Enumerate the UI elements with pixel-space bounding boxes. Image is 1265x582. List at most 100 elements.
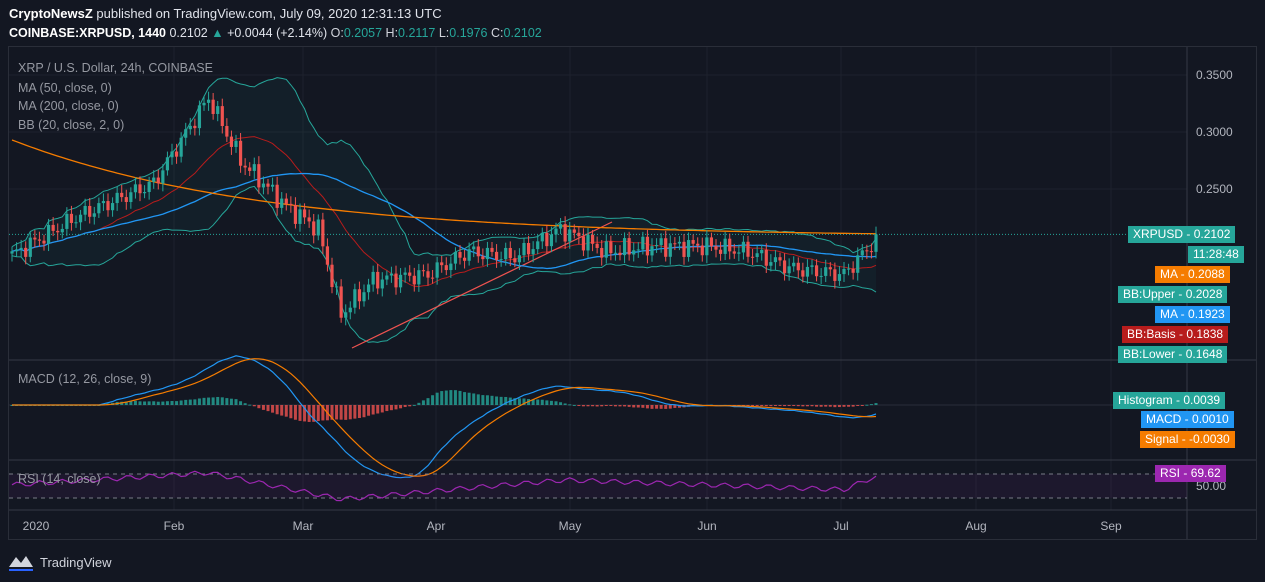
bb-upper-tag-value: 0.2028 xyxy=(1185,287,1223,301)
candle-body xyxy=(792,262,796,267)
candle-body xyxy=(142,192,147,194)
candle-body xyxy=(700,245,704,256)
candle-body xyxy=(714,246,718,250)
candle-body xyxy=(88,205,92,217)
macd-histogram-bar xyxy=(357,405,361,418)
candle-body xyxy=(110,203,115,211)
macd-histogram-bar xyxy=(220,397,224,405)
candle-body xyxy=(682,241,686,257)
high-label: H: xyxy=(385,26,399,40)
candle-body xyxy=(613,252,618,254)
macd-histogram-bar xyxy=(156,401,160,405)
ohlc-line: COINBASE:XRPUSD, 1440 0.2102 ▲ +0.0044 (… xyxy=(9,26,542,40)
candle-body xyxy=(686,240,691,257)
candle-body xyxy=(229,136,234,147)
macd-histogram-bar xyxy=(664,405,668,409)
macd-histogram-bar xyxy=(815,405,819,407)
macd-histogram-bar xyxy=(312,405,316,422)
macd-histogram-bar xyxy=(211,397,215,405)
candle-body xyxy=(37,239,42,241)
candle-body xyxy=(14,249,19,252)
bb-lower-tag: BB:Lower - 0.1648 xyxy=(1118,346,1228,363)
candle-body xyxy=(833,269,837,281)
candle-body xyxy=(366,284,371,293)
macd-histogram-bar xyxy=(828,405,832,407)
macd-histogram-bar xyxy=(385,405,389,412)
candle-body xyxy=(481,256,485,260)
candle-body xyxy=(467,249,471,261)
macd-histogram-bar xyxy=(435,392,439,405)
macd-histogram-bar xyxy=(495,396,499,405)
last-price: 0.2102 xyxy=(169,26,208,40)
ma50-tag-label: MA xyxy=(1160,307,1178,321)
macd-histogram-bar xyxy=(536,399,540,405)
candle-body xyxy=(394,273,398,288)
candle-body xyxy=(60,228,64,233)
candle-body xyxy=(869,251,874,253)
candle-body xyxy=(376,271,380,289)
signal-tag-label: Signal xyxy=(1145,432,1179,446)
macd-histogram-bar xyxy=(348,405,352,420)
candle-body xyxy=(298,209,302,224)
candle-body xyxy=(472,246,476,250)
macd-histogram-bar xyxy=(613,405,617,407)
candle-body xyxy=(540,232,544,242)
publisher-name: CryptoNewsZ xyxy=(9,6,93,21)
macd-histogram-bar xyxy=(481,395,485,405)
macd-histogram-bar xyxy=(316,405,320,422)
candle-body xyxy=(522,242,526,256)
candle-body xyxy=(476,246,480,257)
candle-body xyxy=(526,242,531,255)
candle-body xyxy=(604,241,608,258)
candle-body xyxy=(709,237,714,247)
ma200-legend: MA (200, close, 0) xyxy=(18,99,119,113)
candle-body xyxy=(188,125,192,130)
macd-histogram-bar xyxy=(860,405,864,406)
candle-body xyxy=(513,258,517,263)
candle-body xyxy=(408,272,412,276)
macd-histogram-bar xyxy=(600,405,604,407)
tradingview-logo-icon xyxy=(9,556,33,571)
candle-body xyxy=(485,247,490,260)
candle-body xyxy=(380,279,384,289)
candle-body xyxy=(842,268,846,275)
candle-body xyxy=(828,267,832,270)
candle-body xyxy=(600,247,604,258)
macd-histogram-bar xyxy=(632,405,636,408)
macd-histogram-bar xyxy=(504,396,508,405)
candle-body xyxy=(590,234,595,244)
price-candles xyxy=(10,91,878,326)
macd-histogram-bar xyxy=(188,399,192,405)
macd-histogram-bar xyxy=(362,405,366,418)
time-tick: Jun xyxy=(697,519,717,533)
candle-body xyxy=(120,192,124,198)
candle-body xyxy=(449,263,453,271)
price-tag-value: 0.2102 xyxy=(1193,227,1231,241)
candle-body xyxy=(494,251,499,261)
candle-body xyxy=(78,214,83,223)
macd-histogram-bar xyxy=(399,405,403,409)
candle-body xyxy=(115,192,119,204)
macd-histogram-bar xyxy=(467,392,471,405)
candle-body xyxy=(138,184,142,194)
macd-histogram-bar xyxy=(673,405,677,408)
candle-body xyxy=(275,184,279,208)
macd-histogram-bar xyxy=(755,405,759,406)
bollinger-bands xyxy=(11,77,877,343)
bb-upper-tag: BB:Upper - 0.2028 xyxy=(1118,286,1228,303)
candle-body xyxy=(165,157,170,171)
candle-body xyxy=(696,243,700,246)
candle-body xyxy=(56,230,60,233)
candle-body xyxy=(595,243,599,248)
candle-body xyxy=(426,271,430,278)
candle-body xyxy=(280,198,284,208)
macd-histogram-bar xyxy=(760,405,764,406)
candle-body xyxy=(641,236,645,250)
chart-frame[interactable] xyxy=(8,46,1257,540)
macd-histogram-bar xyxy=(243,403,247,405)
candle-body xyxy=(289,203,293,205)
candle-body xyxy=(728,238,732,252)
footer-brand[interactable]: TradingView xyxy=(8,553,112,571)
macd-histogram-bar xyxy=(412,404,416,406)
